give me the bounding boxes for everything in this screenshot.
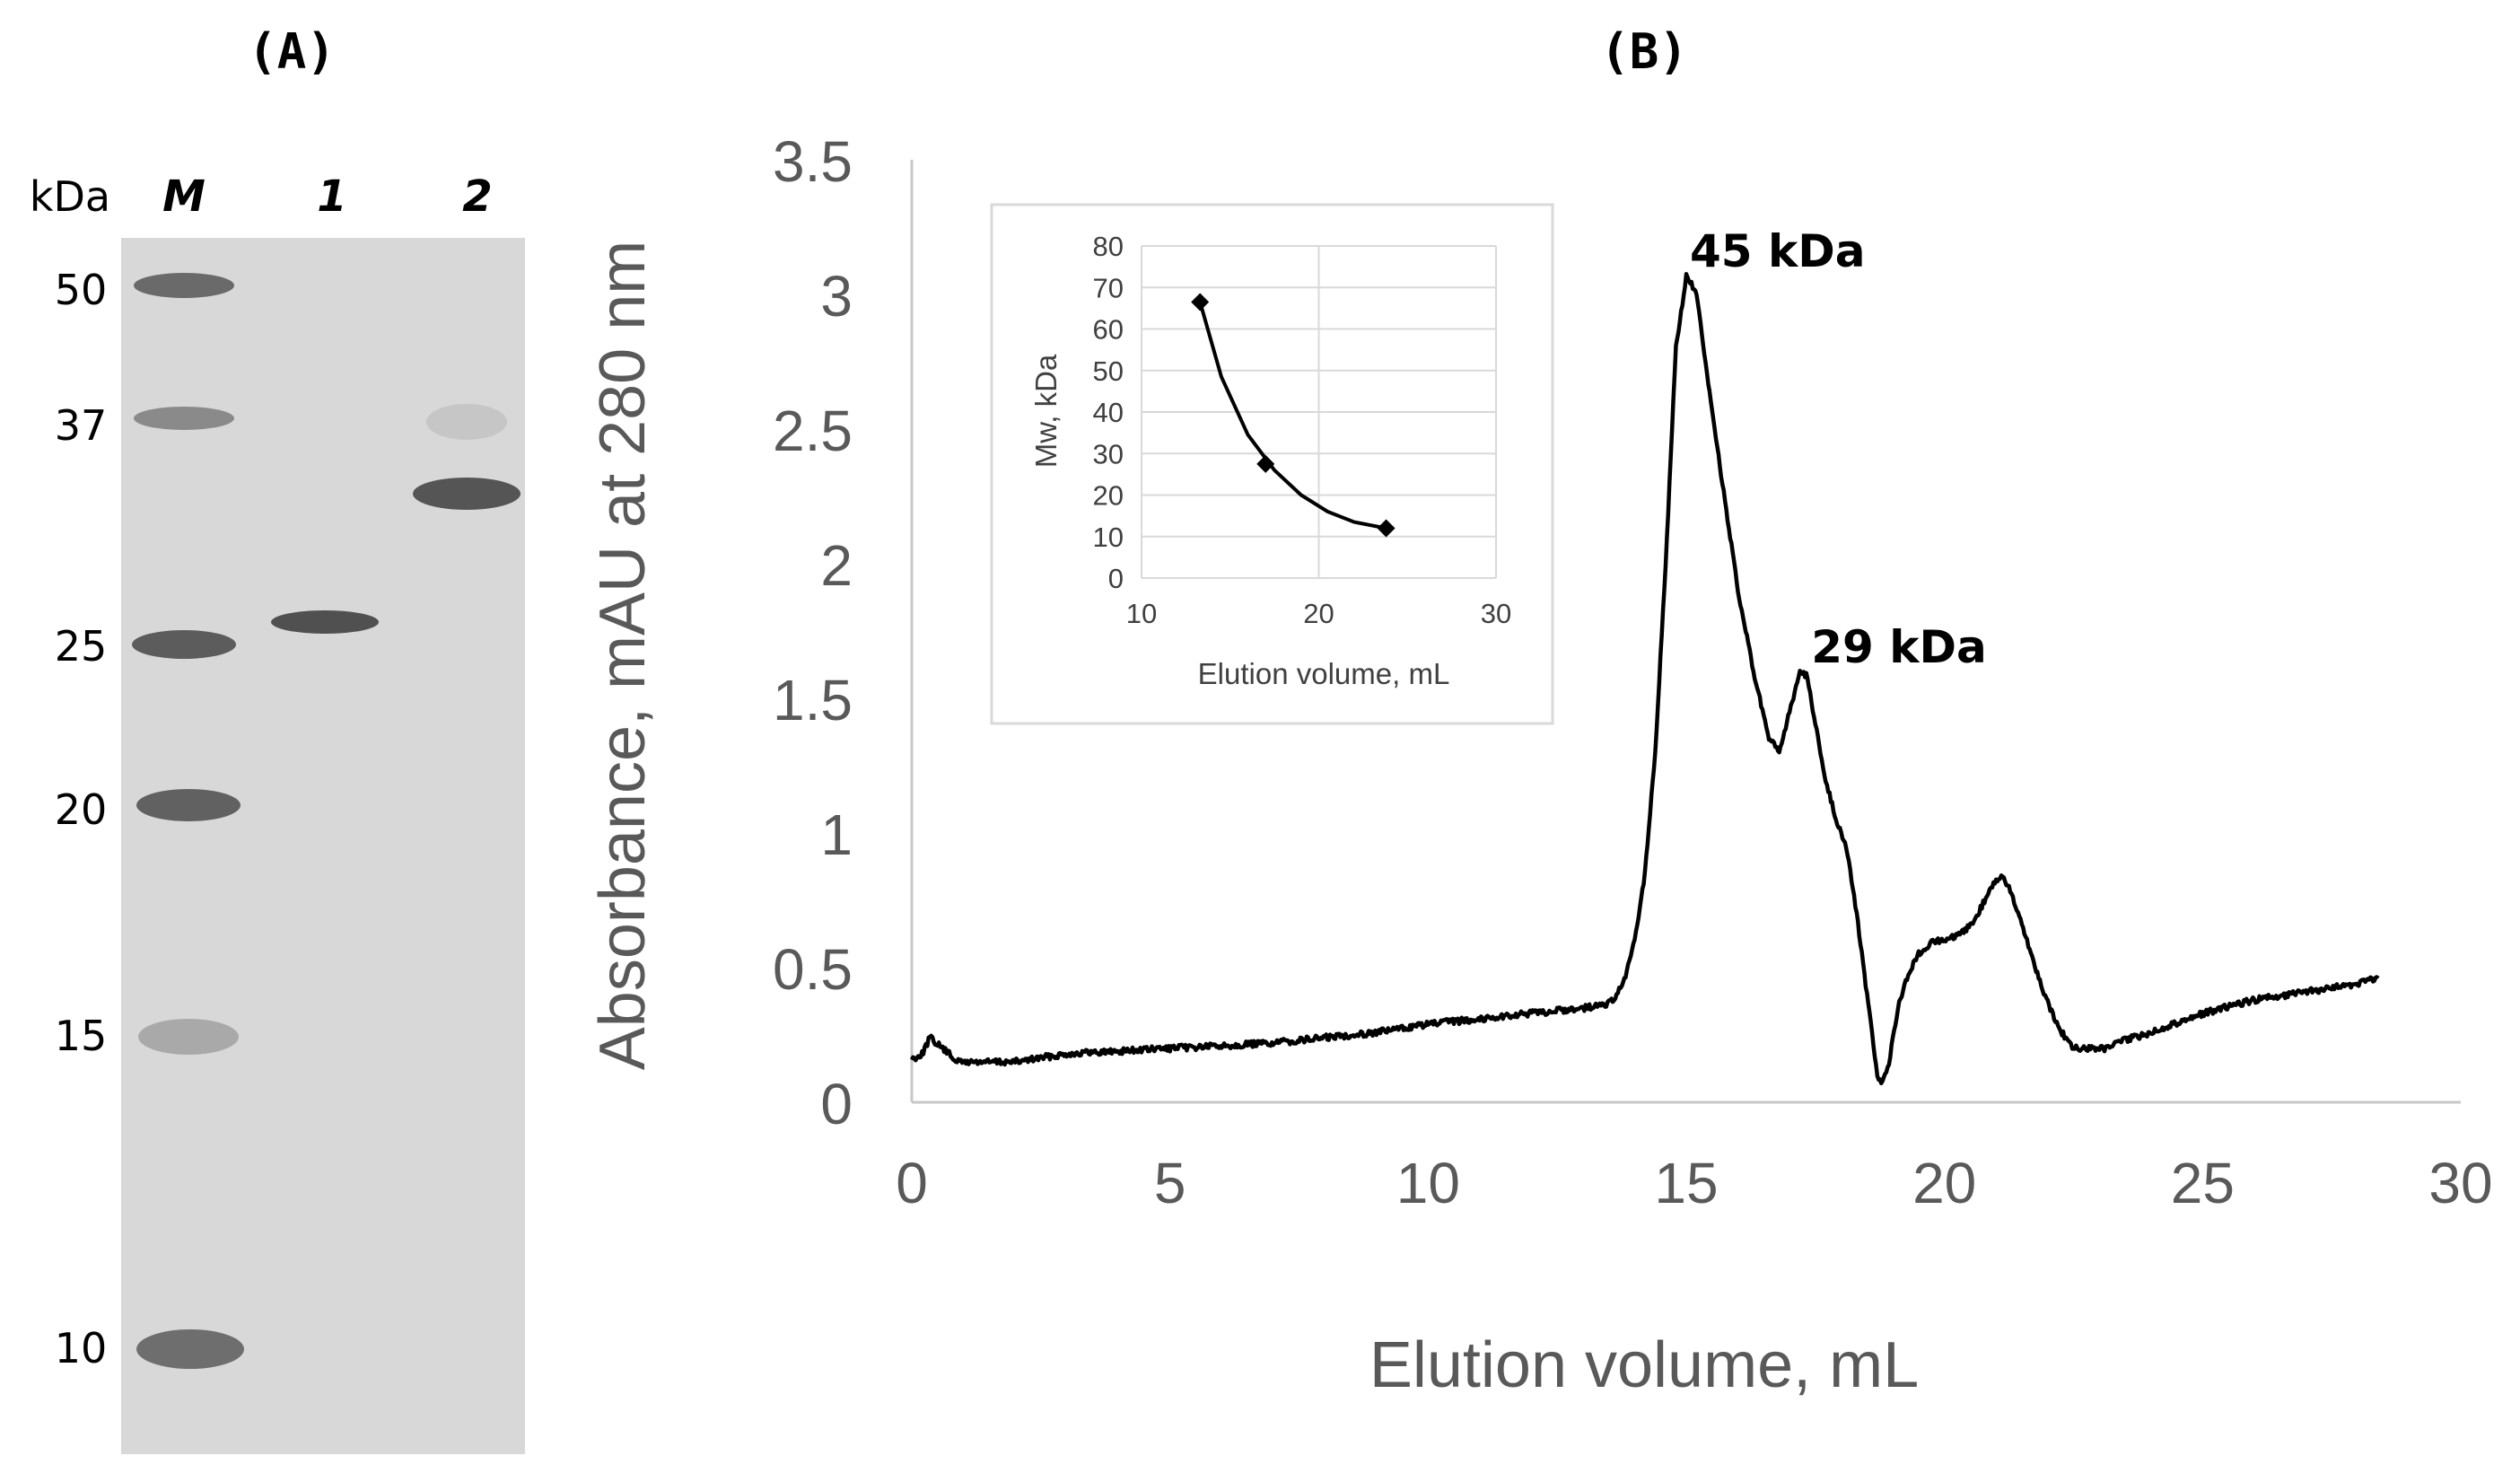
inset-y-tick-label: 20 <box>1093 480 1124 512</box>
peak-label: 45 kDa <box>1690 225 1865 277</box>
inset-y-tick-label: 10 <box>1093 522 1124 553</box>
peak-labels: 45 kDa 29 kDa <box>1690 225 1987 673</box>
marker-band-10 <box>136 1329 244 1369</box>
chromatogram-chart: 0 0.5 1 1.5 2 2.5 3 3.5 0 5 10 15 20 25 30 Elution vo… <box>587 129 2493 1401</box>
y-tick-label: 0.5 <box>773 937 853 1002</box>
x-tick-label: 0 <box>896 1151 928 1215</box>
inset-gridlines <box>1141 245 1497 579</box>
marker-label-37: 37 <box>55 401 108 450</box>
x-tick-label: 30 <box>2428 1151 2492 1215</box>
inset-y-tick-label: 0 <box>1108 563 1124 594</box>
lane-label-m: M <box>162 171 206 222</box>
marker-label-15: 15 <box>55 1012 108 1060</box>
x-tick-label: 15 <box>1654 1151 1718 1215</box>
peak-label: 29 kDa <box>1811 621 1986 673</box>
lane-label-1: 1 <box>317 171 346 222</box>
y-tick-label: 3.5 <box>773 129 853 194</box>
y-ticks: 0 0.5 1 1.5 2 2.5 3 3.5 <box>773 129 853 1136</box>
marker-band-25 <box>132 630 236 659</box>
inset-data-point <box>1191 293 1210 311</box>
inset-y-tick-label: 80 <box>1093 231 1124 262</box>
x-tick-label: 10 <box>1396 1151 1460 1215</box>
chromatogram-line <box>909 272 2380 1086</box>
marker-band-37 <box>134 407 234 430</box>
gel-panel: kDa M 1 2 50 37 25 20 15 10 <box>30 171 525 1454</box>
lane2-band <box>413 478 521 510</box>
marker-label-25: 25 <box>55 622 108 671</box>
inset-y-ticks: 0 10 20 30 40 50 60 70 80 <box>1093 231 1124 594</box>
panel-b-label: (B) <box>1600 23 1688 80</box>
inset-x-tick-label: 30 <box>1481 598 1511 629</box>
inset-y-tick-label: 60 <box>1093 314 1124 346</box>
x-tick-label: 5 <box>1154 1151 1186 1215</box>
lane-label-2: 2 <box>462 171 492 222</box>
x-ticks: 0 5 10 15 20 25 30 <box>896 1151 2492 1215</box>
inset-trendline <box>1198 301 1387 530</box>
inset-y-tick-label: 40 <box>1093 397 1124 428</box>
x-tick-label: 25 <box>2171 1151 2235 1215</box>
y-tick-label: 1.5 <box>773 668 853 732</box>
inset-x-axis-title: Elution volume, mL <box>1198 657 1450 690</box>
marker-band-20 <box>136 789 241 821</box>
panel-a-label: (A) <box>248 23 336 80</box>
y-tick-label: 2.5 <box>773 399 853 463</box>
lane2-band-faint <box>426 404 507 440</box>
marker-label-10: 10 <box>55 1324 108 1372</box>
inset-data-point <box>1377 519 1396 538</box>
inset-y-tick-label: 70 <box>1093 272 1124 303</box>
gel-image <box>121 238 525 1454</box>
x-axis-title: Elution volume, mL <box>1369 1329 1919 1401</box>
marker-label-50: 50 <box>55 266 108 314</box>
marker-label-20: 20 <box>55 785 108 834</box>
inset-y-axis-title: Mw, kDa <box>1029 354 1063 468</box>
lane1-band <box>271 610 379 634</box>
y-tick-label: 0 <box>820 1072 853 1136</box>
inset-y-tick-label: 30 <box>1093 438 1124 469</box>
inset-x-tick-label: 10 <box>1126 598 1157 629</box>
y-tick-label: 2 <box>820 533 853 598</box>
inset-y-tick-label: 50 <box>1093 355 1124 387</box>
y-tick-label: 1 <box>820 802 853 867</box>
y-tick-label: 3 <box>820 264 853 329</box>
inset-x-ticks: 10 20 30 <box>1126 598 1511 629</box>
y-axis-title: Absorbance, mAU at 280 nm <box>587 241 659 1070</box>
inset-x-tick-label: 20 <box>1303 598 1334 629</box>
marker-band-50 <box>134 273 234 298</box>
x-tick-label: 20 <box>1912 1151 1976 1215</box>
gel-unit-label: kDa <box>30 172 110 221</box>
inset-points <box>1191 293 1396 538</box>
inset-data-point <box>1256 454 1275 473</box>
marker-band-15 <box>138 1019 239 1055</box>
